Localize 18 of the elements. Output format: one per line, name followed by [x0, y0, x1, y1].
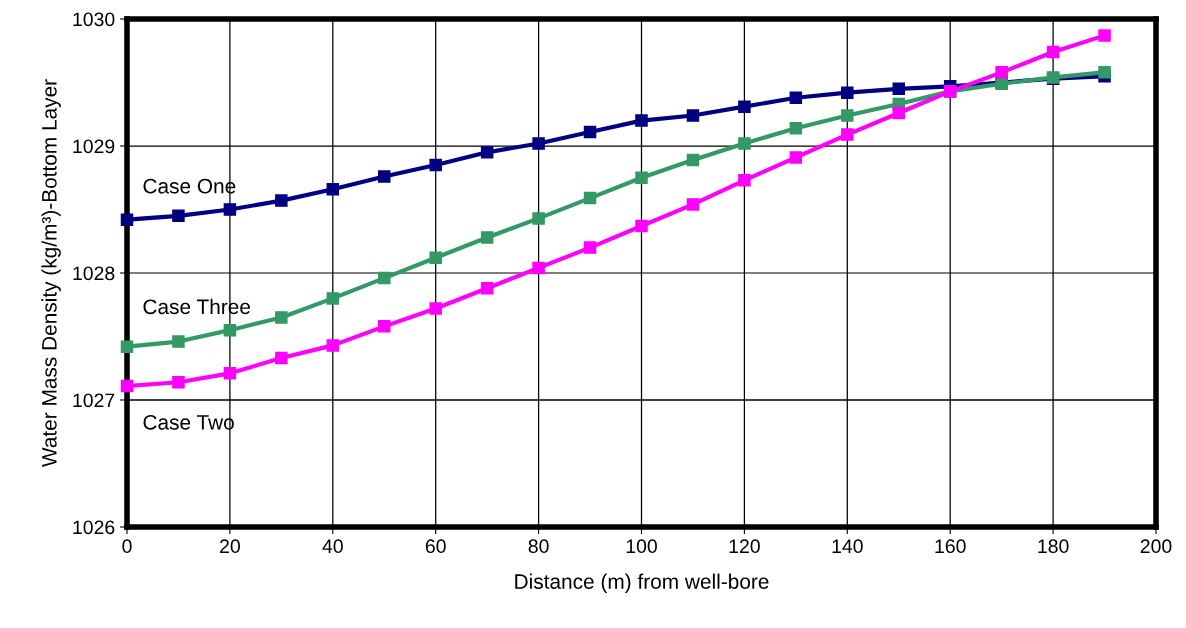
y-tick-label: 1027: [73, 393, 115, 408]
y-tick-label: 1026: [73, 520, 115, 535]
y-tick-label: 1029: [73, 139, 115, 154]
x-tick-label: 40: [322, 539, 343, 554]
x-tick-label: 140: [832, 539, 863, 554]
x-tick-label: 100: [626, 539, 657, 554]
x-tick-label: 120: [729, 539, 760, 554]
x-tick-label: 20: [220, 539, 240, 554]
x-axis-title: Distance (m) from well-bore: [515, 573, 769, 594]
x-tick-label: 160: [935, 539, 966, 554]
x-tick-label: 80: [528, 539, 549, 554]
y-axis-title: Water Mass Density (kg/m³)-Bottom Layer: [41, 79, 61, 467]
x-tick-label: 60: [425, 539, 446, 554]
x-tick-label: 0: [122, 539, 132, 554]
x-tick-label: 180: [1038, 539, 1069, 554]
y-tick-label: 1028: [73, 266, 115, 281]
x-tick-label: 200: [1140, 539, 1172, 554]
y-tick-label: 1030: [73, 12, 115, 27]
